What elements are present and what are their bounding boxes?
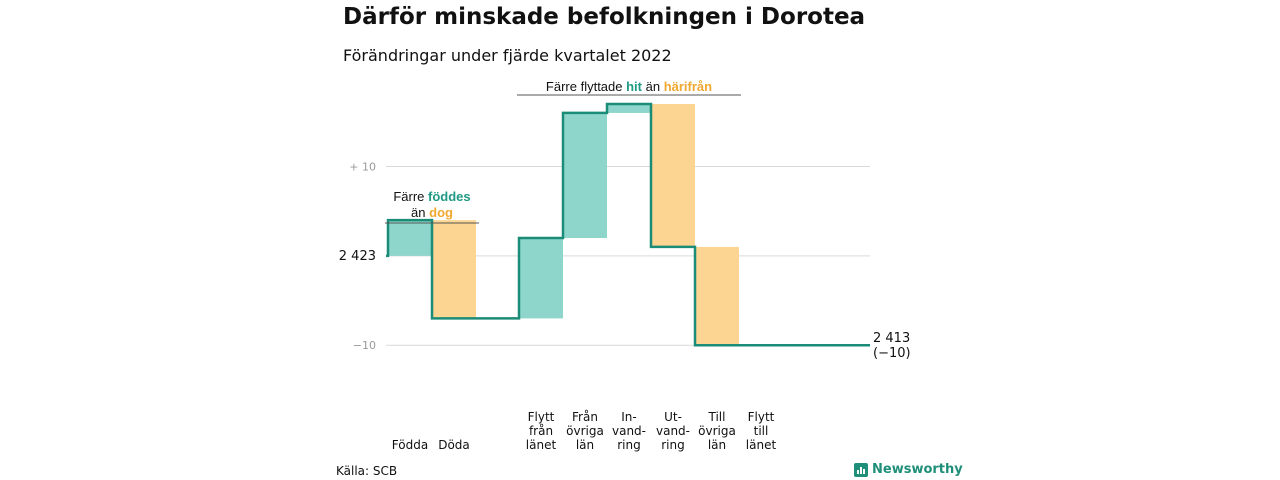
annotation-migration-segment-0-0: Färre flyttade	[546, 79, 626, 94]
category-label-0-0: Födda	[392, 438, 428, 452]
category-label-7-0: Flytt	[748, 410, 775, 424]
end-change-label: (−10)	[873, 346, 911, 361]
y-tick-label-2: −10	[353, 339, 376, 352]
category-label-7-1: till	[754, 424, 769, 438]
category-label-3-1: övriga	[566, 424, 604, 438]
bar-5	[651, 104, 695, 247]
bar-1	[432, 220, 476, 319]
category-label-2-0: Flytt	[528, 410, 555, 424]
annotation-births-deaths-segment-1-1: dog	[429, 205, 453, 220]
category-label-5-2: ring	[661, 438, 685, 452]
category-label-6-1: övriga	[698, 424, 736, 438]
bar-3	[563, 112, 607, 238]
category-label-5-0: Ut-	[664, 410, 682, 424]
category-label-1-0: Döda	[438, 438, 470, 452]
category-label-7-2: länet	[746, 438, 777, 452]
brand-name: Newsworthy	[872, 462, 963, 477]
annotation-migration-segment-0-2: än	[642, 79, 664, 94]
bar-6	[695, 246, 739, 346]
annotation-births-deaths-line-1: än dog	[411, 205, 453, 220]
bar-chart-logo-icon	[854, 462, 868, 477]
y-tick-label-0: + 10	[349, 161, 376, 174]
category-label-6-0: Till	[708, 410, 726, 424]
category-label-5-1: vand-	[656, 424, 690, 438]
start-value-label: 2 423	[339, 249, 376, 264]
annotation-migration-line-0: Färre flyttade hit än härifrån	[546, 79, 712, 94]
bar-2	[519, 238, 563, 319]
end-value-label: 2 413	[873, 331, 910, 346]
bar-4	[607, 104, 651, 113]
category-label-4-1: vand-	[612, 424, 646, 438]
category-label-3-2: län	[576, 438, 594, 452]
category-label-2-1: från	[529, 424, 553, 438]
category-label-4-0: In-	[621, 410, 636, 424]
category-label-6-2: län	[708, 438, 726, 452]
annotation-births-deaths-segment-0-1: föddes	[428, 189, 471, 204]
annotation-births-deaths-segment-1-0: än	[411, 205, 429, 220]
category-label-3-0: Från	[572, 410, 598, 424]
annotation-migration-segment-0-1: hit	[626, 79, 643, 94]
annotation-births-deaths-line-0: Färre föddes	[393, 189, 470, 204]
chart-title: Därför minskade befolkningen i Dorotea	[343, 4, 866, 30]
chart-subtitle: Förändringar under fjärde kvartalet 2022	[343, 46, 672, 65]
population-step-line	[386, 102, 870, 347]
category-label-4-2: ring	[617, 438, 641, 452]
source-note: Källa: SCB	[336, 464, 398, 478]
category-label-2-2: länet	[526, 438, 557, 452]
brand: Newsworthy	[854, 462, 963, 477]
bar-0	[388, 220, 432, 256]
annotation-births-deaths-segment-0-0: Färre	[393, 189, 428, 204]
annotation-migration-segment-0-3: härifrån	[664, 79, 712, 94]
